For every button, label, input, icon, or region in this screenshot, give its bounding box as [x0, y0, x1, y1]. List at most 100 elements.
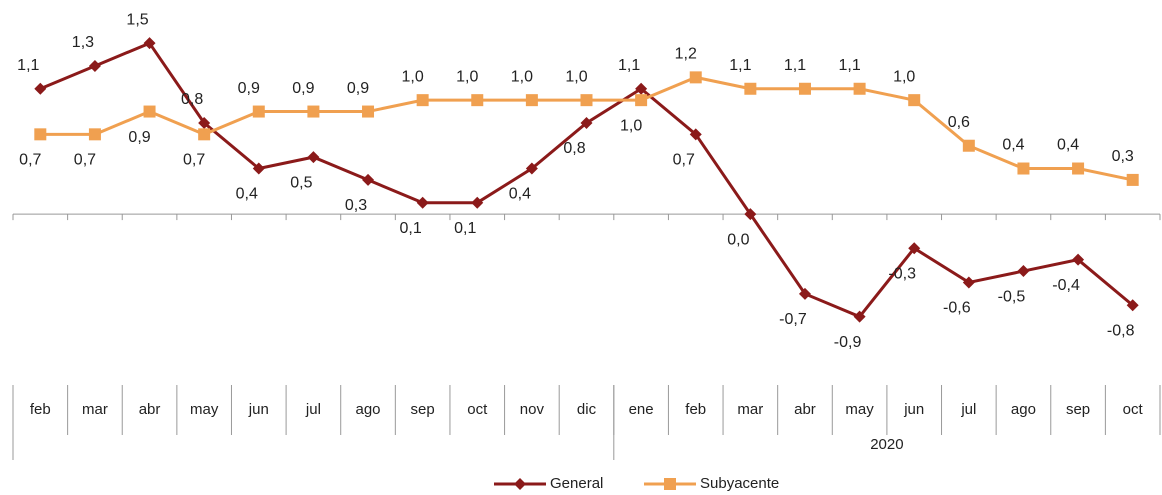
data-point [908, 94, 921, 107]
data-point [307, 105, 320, 118]
data-label: 0,8 [563, 140, 585, 157]
data-label: 0,7 [183, 152, 205, 169]
data-label: -0,9 [834, 334, 862, 351]
data-label: 1,5 [126, 11, 148, 28]
data-point [416, 196, 429, 209]
data-label: 0,1 [400, 220, 422, 237]
x-tick-label: ago [356, 401, 381, 418]
legend-marker [514, 478, 526, 490]
data-label: 0,9 [347, 80, 369, 97]
x-tick-label: oct [1123, 401, 1144, 418]
data-point [1126, 173, 1139, 186]
data-label: 0,1 [454, 220, 476, 237]
data-label: 0,4 [236, 186, 258, 203]
data-label: -0,3 [888, 265, 916, 282]
x-tick-label: jul [960, 401, 976, 418]
data-point [744, 208, 757, 221]
data-point [962, 276, 975, 289]
data-label: 0,8 [181, 91, 203, 108]
data-point [635, 82, 648, 95]
data-point [1072, 253, 1085, 266]
x-tick-label: jul [305, 401, 321, 418]
data-point [198, 128, 211, 141]
data-label: 1,1 [729, 57, 751, 74]
data-point [143, 37, 156, 50]
x-tick-label: may [190, 401, 219, 418]
data-point [853, 310, 866, 323]
data-point [88, 59, 101, 72]
data-point [1072, 162, 1085, 175]
data-point [471, 94, 484, 107]
legend-label: General [550, 475, 603, 492]
data-label: -0,8 [1107, 322, 1135, 339]
data-label: 0,0 [727, 231, 749, 248]
x-tick-label: ene [629, 401, 654, 418]
data-point [416, 94, 429, 107]
data-label: -0,4 [1052, 277, 1080, 294]
data-point [689, 71, 702, 84]
data-label: 0,4 [1057, 137, 1079, 154]
data-point [853, 82, 866, 95]
legend-label: Subyacente [700, 475, 779, 492]
data-point [143, 105, 156, 118]
data-point [362, 105, 375, 118]
data-label: 0,4 [1002, 137, 1024, 154]
data-label: -0,6 [943, 300, 971, 317]
data-label: -0,5 [998, 288, 1026, 305]
data-label: 0,9 [128, 129, 150, 146]
data-label: 1,1 [17, 57, 39, 74]
data-point [525, 162, 538, 175]
data-label: 1,0 [511, 68, 533, 85]
data-label: 0,9 [292, 80, 314, 97]
data-point [34, 128, 47, 141]
x-tick-label: sep [411, 401, 435, 418]
x-tick-label: feb [685, 401, 706, 418]
data-point [1017, 162, 1030, 175]
data-label: 1,0 [620, 117, 642, 134]
data-label: 1,2 [675, 46, 697, 63]
data-point [798, 82, 811, 95]
data-label: 0,5 [290, 174, 312, 191]
x-tick-label: abr [794, 401, 816, 418]
data-point [1017, 265, 1030, 278]
data-label: 1,3 [72, 34, 94, 51]
x-tick-label: mar [82, 401, 108, 418]
data-point [962, 139, 975, 152]
data-label: -0,7 [779, 311, 807, 328]
data-label: 0,3 [1112, 148, 1134, 165]
x-tick-label: nov [520, 401, 545, 418]
data-label: 1,0 [456, 68, 478, 85]
data-point [635, 94, 648, 107]
data-label: 0,9 [238, 80, 260, 97]
x-tick-label: oct [467, 401, 488, 418]
data-point [1126, 299, 1139, 312]
x-tick-label: mar [737, 401, 763, 418]
data-point [798, 287, 811, 300]
data-point [88, 128, 101, 141]
data-point [580, 116, 593, 129]
data-point [362, 173, 375, 186]
x-tick-label: sep [1066, 401, 1090, 418]
group-label: 2020 [870, 436, 903, 453]
data-point [689, 128, 702, 141]
data-label: 1,1 [618, 57, 640, 74]
data-label: 1,1 [784, 57, 806, 74]
data-point [307, 151, 320, 164]
data-point [525, 94, 538, 107]
data-point [252, 105, 265, 118]
data-point [744, 82, 757, 95]
data-label: 0,7 [673, 152, 695, 169]
data-label: 0,7 [19, 152, 41, 169]
data-label: 0,3 [345, 197, 367, 214]
data-label: 0,6 [948, 114, 970, 131]
data-label: 1,0 [893, 68, 915, 85]
data-label: 0,7 [74, 152, 96, 169]
x-tick-label: jun [248, 401, 269, 418]
data-point [252, 162, 265, 175]
x-tick-label: abr [139, 401, 161, 418]
data-label: 1,1 [838, 57, 860, 74]
data-point [580, 94, 593, 107]
x-tick-label: dic [577, 401, 597, 418]
x-tick-label: jun [903, 401, 924, 418]
